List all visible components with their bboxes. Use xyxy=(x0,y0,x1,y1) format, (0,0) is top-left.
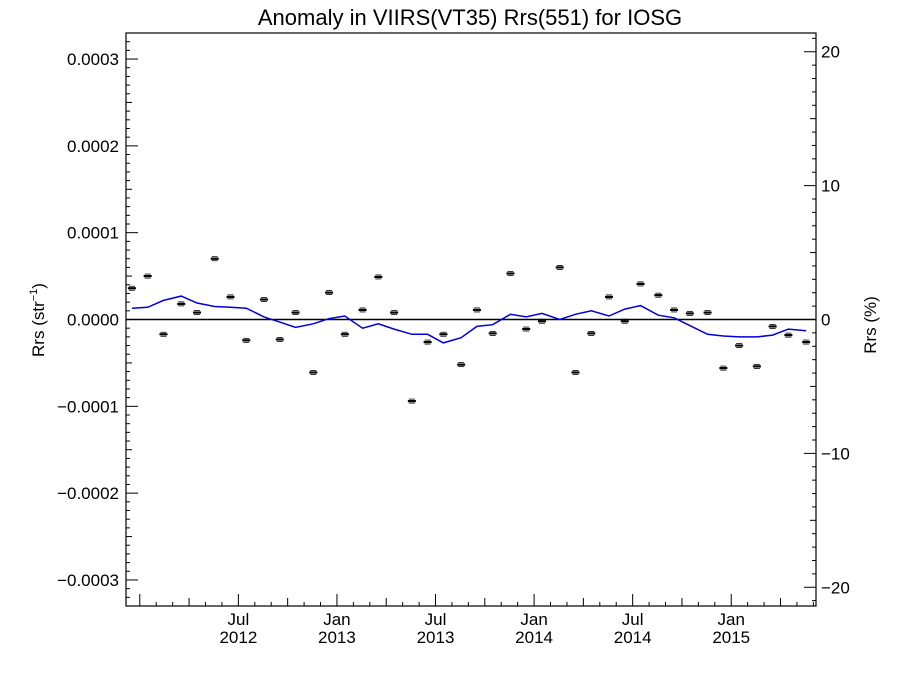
data-point xyxy=(620,318,629,324)
data-point xyxy=(439,331,448,337)
data-point xyxy=(670,307,679,313)
y-tick-label-left: 0.0000 xyxy=(67,311,119,330)
data-point xyxy=(752,363,761,369)
x-tick-label-month: Jan xyxy=(520,610,547,629)
y-tick-label-left: 0.0001 xyxy=(67,224,119,243)
smoothed-series-group xyxy=(131,295,807,344)
y-tick-label-left: 0.0002 xyxy=(67,137,119,156)
data-point xyxy=(291,310,300,315)
y-axis-label-left-superscript: −1 xyxy=(28,289,40,302)
x-tick-label-month: Jul xyxy=(228,610,250,629)
data-point xyxy=(768,324,777,329)
data-point xyxy=(374,274,383,280)
y-tick-label-right: 10 xyxy=(821,177,840,196)
data-point xyxy=(457,362,466,368)
y-tick-label-right: 0 xyxy=(821,311,830,330)
smoothed-series-line xyxy=(131,295,807,344)
data-point xyxy=(358,307,367,313)
data-point xyxy=(127,285,136,291)
left-axis: 0.0003 0.0002 0.0001 0.0000 −0.0001 −0.0002 −0… xyxy=(57,32,138,607)
y-tick-label-left: −0.0003 xyxy=(57,571,119,590)
data-point xyxy=(605,294,613,300)
y-tick-label-right: −20 xyxy=(821,578,850,597)
right-axis: 20 10 0 −10 −20 xyxy=(804,37,850,602)
data-point xyxy=(571,370,580,375)
x-tick-label-year: 2015 xyxy=(712,628,750,647)
x-tick-label-month: Jul xyxy=(622,610,644,629)
data-point xyxy=(636,281,645,287)
data-point xyxy=(226,294,235,300)
data-point xyxy=(719,365,728,371)
y-tick-label-left: −0.0002 xyxy=(57,484,119,503)
bottom-axis: Jul2012Jan2013Jul2013Jan2014Jul2014Jan20… xyxy=(139,594,814,647)
data-point xyxy=(587,330,596,336)
y-tick-label-right: −10 xyxy=(821,444,850,463)
x-tick-label-year: 2014 xyxy=(614,628,652,647)
y-axis-label-left: Rrs (str−1) xyxy=(28,283,48,357)
data-point xyxy=(506,271,515,276)
data-point xyxy=(472,307,481,313)
x-tick-label-year: 2013 xyxy=(318,628,356,647)
x-tick-label-year: 2013 xyxy=(417,628,455,647)
y-tick-label-left: 0.0003 xyxy=(67,50,119,69)
data-point xyxy=(654,292,663,298)
x-tick-label-month: Jan xyxy=(323,610,350,629)
data-point xyxy=(735,343,744,348)
data-point xyxy=(192,310,201,315)
data-point xyxy=(685,311,694,316)
data-point xyxy=(407,398,416,404)
data-point xyxy=(488,330,497,336)
x-tick-label-year: 2014 xyxy=(515,628,553,647)
data-point xyxy=(143,273,152,279)
data-point xyxy=(210,256,219,262)
data-point xyxy=(242,337,251,343)
x-tick-label-year: 2012 xyxy=(219,628,257,647)
data-point xyxy=(537,318,546,324)
data-point xyxy=(703,310,712,315)
data-point xyxy=(260,297,268,302)
data-point xyxy=(784,332,793,338)
data-point xyxy=(390,310,399,315)
data-point xyxy=(522,326,531,332)
y-tick-label-right: 20 xyxy=(821,43,840,62)
data-point xyxy=(325,290,334,295)
data-point xyxy=(275,337,284,342)
data-point xyxy=(159,331,168,337)
data-point xyxy=(555,265,564,270)
y-tick-label-left: −0.0001 xyxy=(57,397,119,416)
chart-title: Anomaly in VIIRS(VT35) Rrs(551) for IOSG xyxy=(258,5,682,30)
data-point xyxy=(177,301,186,307)
data-point xyxy=(340,331,349,337)
monthly-points-group xyxy=(127,256,811,404)
data-point xyxy=(309,370,318,375)
x-tick-label-month: Jan xyxy=(718,610,745,629)
data-point xyxy=(423,339,432,345)
data-point xyxy=(802,339,811,345)
x-tick-label-month: Jul xyxy=(425,610,447,629)
y-axis-label-right: Rrs (%) xyxy=(861,296,880,354)
